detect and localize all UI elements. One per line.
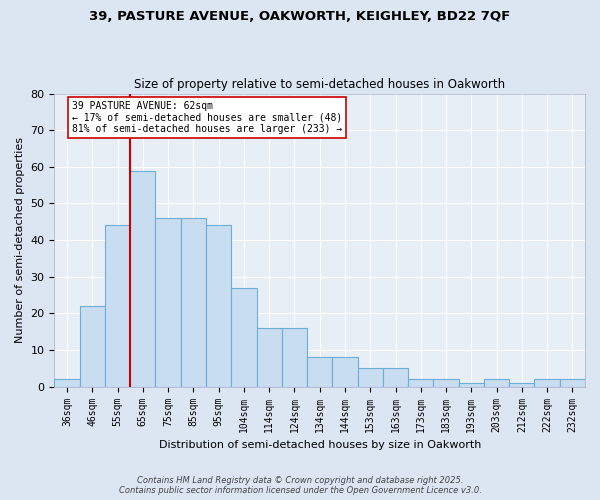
Bar: [383, 368, 408, 386]
Bar: [181, 218, 206, 386]
Bar: [458, 383, 484, 386]
Text: Contains HM Land Registry data © Crown copyright and database right 2025.
Contai: Contains HM Land Registry data © Crown c…: [119, 476, 481, 495]
Bar: [408, 380, 433, 386]
Bar: [433, 380, 458, 386]
Bar: [332, 358, 358, 386]
Title: Size of property relative to semi-detached houses in Oakworth: Size of property relative to semi-detach…: [134, 78, 505, 91]
Bar: [484, 380, 509, 386]
X-axis label: Distribution of semi-detached houses by size in Oakworth: Distribution of semi-detached houses by …: [158, 440, 481, 450]
Text: 39, PASTURE AVENUE, OAKWORTH, KEIGHLEY, BD22 7QF: 39, PASTURE AVENUE, OAKWORTH, KEIGHLEY, …: [89, 10, 511, 23]
Bar: [257, 328, 282, 386]
Bar: [307, 358, 332, 386]
Bar: [282, 328, 307, 386]
Bar: [105, 226, 130, 386]
Bar: [206, 226, 231, 386]
Bar: [130, 170, 155, 386]
Bar: [358, 368, 383, 386]
Bar: [155, 218, 181, 386]
Bar: [535, 380, 560, 386]
Bar: [509, 383, 535, 386]
Bar: [80, 306, 105, 386]
Bar: [55, 380, 80, 386]
Bar: [560, 380, 585, 386]
Bar: [231, 288, 257, 386]
Text: 39 PASTURE AVENUE: 62sqm
← 17% of semi-detached houses are smaller (48)
81% of s: 39 PASTURE AVENUE: 62sqm ← 17% of semi-d…: [72, 101, 343, 134]
Y-axis label: Number of semi-detached properties: Number of semi-detached properties: [15, 137, 25, 343]
